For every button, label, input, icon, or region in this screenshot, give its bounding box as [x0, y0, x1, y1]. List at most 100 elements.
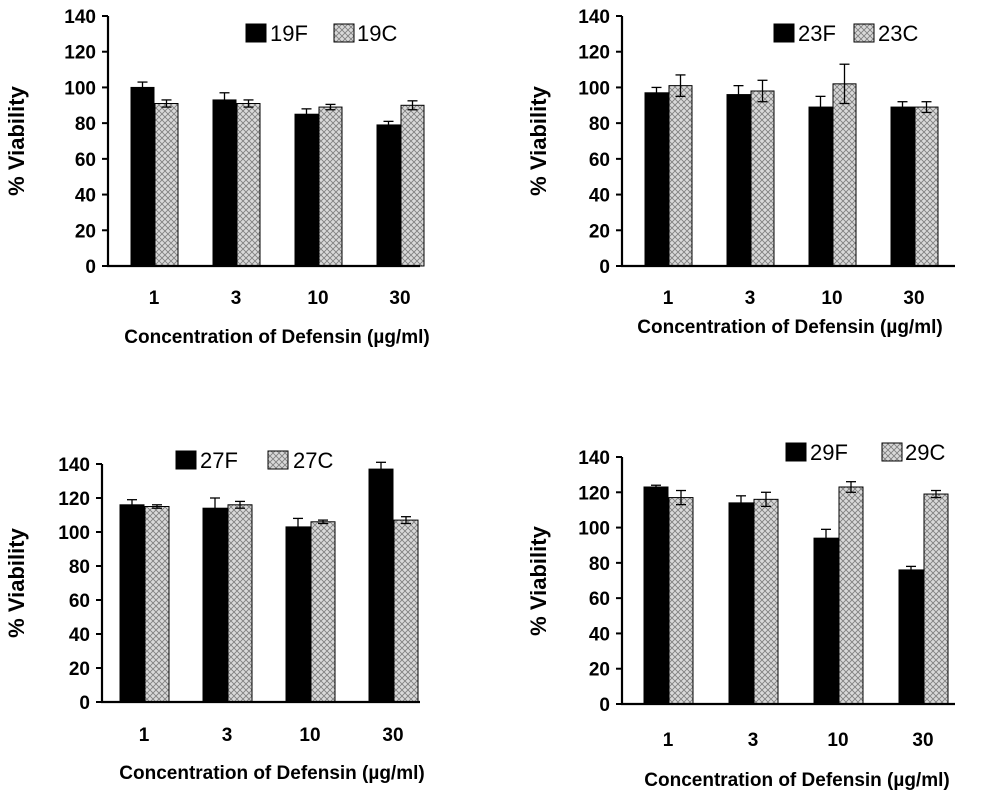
x-axis-title: Concentration of Defensin (µg/ml) — [644, 770, 949, 791]
y-tick-label: 20 — [69, 659, 90, 680]
y-tick-label: 60 — [75, 150, 96, 171]
y-tick-label: 20 — [589, 221, 610, 242]
y-axis-title: % Viability — [526, 85, 551, 195]
y-tick-label: 140 — [64, 7, 96, 28]
x-tick-label: 3 — [745, 288, 756, 309]
legend-swatch-29F — [785, 442, 807, 462]
x-tick-label: 30 — [912, 730, 933, 751]
x-tick-label: 1 — [663, 730, 674, 751]
bar-23C-3 — [750, 90, 775, 267]
y-tick-label: 0 — [599, 695, 610, 716]
y-tick-label: 40 — [75, 186, 96, 207]
bar-29C-1 — [668, 497, 694, 705]
legend-swatch-29C — [881, 442, 903, 462]
chart-panel-2: 0 20 40 60 80 100 120 140 1 3 10 30 Concentration of… — [526, 7, 955, 338]
x-tick-label: 3 — [222, 725, 233, 746]
y-tick-label: 0 — [79, 693, 90, 714]
y-axis-title: % Viability — [4, 527, 29, 637]
legend-swatch-23F — [773, 23, 795, 43]
x-tick-label: 3 — [748, 730, 759, 751]
bar-19C-1 — [154, 103, 179, 267]
x-tick-label: 1 — [139, 725, 150, 746]
bar-23C-1 — [668, 85, 693, 267]
x-axis-title: Concentration of Defensin (µg/ml) — [637, 317, 942, 338]
y-tick-label: 60 — [589, 589, 610, 610]
bar-19F-3 — [212, 99, 237, 267]
legend-swatch-27F — [175, 450, 197, 470]
bar-23F-1 — [644, 92, 669, 267]
x-tick-label: 30 — [903, 288, 924, 309]
y-tick-label: 20 — [75, 221, 96, 242]
y-tick-label: 120 — [578, 483, 610, 504]
legend-label-19F: 19F — [270, 21, 308, 46]
y-tick-label: 120 — [58, 489, 90, 510]
legend: 23F 23C — [773, 21, 918, 46]
bar-27C-30 — [393, 519, 419, 703]
bar-29C-3 — [753, 498, 779, 705]
y-tick-label: 140 — [578, 448, 610, 469]
y-tick-label: 0 — [599, 257, 610, 278]
bar-27F-1 — [119, 504, 145, 703]
legend-label-23F: 23F — [798, 21, 836, 46]
x-axis-title: Concentration of Defensin (µg/ml) — [124, 327, 429, 348]
legend-label-27F: 27F — [200, 448, 238, 473]
y-tick-label: 140 — [578, 7, 610, 28]
bar-19F-10 — [294, 113, 319, 267]
bar-29F-30 — [898, 569, 924, 705]
bar-19C-30 — [400, 104, 425, 267]
y-tick-label: 20 — [589, 660, 610, 681]
y-tick-label: 60 — [69, 591, 90, 612]
chart-panel-3: 0 20 40 60 80 100 120 140 1 3 10 30 Concentration of… — [4, 448, 425, 784]
y-tick-label: 120 — [578, 43, 610, 64]
y-tick-label: 40 — [589, 624, 610, 645]
chart-panel-4: 0 20 40 60 80 100 120 140 1 3 10 30 Concentration of… — [526, 440, 955, 791]
y-tick-label: 100 — [64, 78, 96, 99]
y-tick-label: 100 — [58, 523, 90, 544]
legend-swatch-19C — [333, 23, 355, 43]
legend: 19F 19C — [245, 21, 397, 46]
legend-swatch-19F — [245, 23, 267, 43]
bar-29F-10 — [813, 537, 839, 705]
x-tick-label: 1 — [149, 288, 160, 309]
bar-29F-3 — [728, 502, 754, 705]
bar-27F-10 — [285, 526, 311, 703]
bar-27F-30 — [368, 468, 394, 703]
bar-19F-30 — [376, 124, 401, 267]
x-tick-label: 10 — [821, 288, 842, 309]
legend-label-27C: 27C — [293, 448, 333, 473]
y-tick-label: 80 — [69, 557, 90, 578]
legend: 27F 27C — [175, 448, 333, 473]
x-tick-label: 30 — [389, 288, 410, 309]
y-tick-label: 120 — [64, 43, 96, 64]
x-tick-label: 10 — [299, 725, 320, 746]
x-tick-label: 1 — [663, 288, 674, 309]
y-tick-label: 100 — [578, 519, 610, 540]
bar-23C-30 — [914, 106, 939, 267]
bar-29C-10 — [838, 486, 864, 705]
x-tick-label: 3 — [231, 288, 242, 309]
legend-label-19C: 19C — [357, 21, 397, 46]
bar-19C-3 — [236, 103, 261, 267]
bar-27F-3 — [202, 507, 228, 703]
y-axis-title: % Viability — [526, 525, 551, 635]
y-tick-label: 100 — [578, 78, 610, 99]
y-tick-label: 80 — [589, 554, 610, 575]
legend-label-29C: 29C — [905, 440, 945, 465]
y-tick-label: 140 — [58, 455, 90, 476]
chart-panel-1: 0 20 40 60 80 100 120 140 1 3 10 30 Concentration of… — [4, 7, 430, 348]
legend-swatch-23C — [853, 23, 875, 43]
y-tick-label: 0 — [85, 257, 96, 278]
bar-19F-1 — [130, 86, 155, 267]
x-axis-title: Concentration of Defensin (µg/ml) — [119, 763, 424, 784]
y-axis-title: % Viability — [4, 85, 29, 195]
y-tick-label: 80 — [589, 114, 610, 135]
bar-19C-10 — [318, 106, 343, 267]
bar-29F-1 — [643, 486, 669, 705]
legend: 29F 29C — [785, 440, 945, 465]
x-tick-label: 10 — [307, 288, 328, 309]
y-tick-label: 60 — [589, 150, 610, 171]
bar-29C-30 — [923, 493, 949, 705]
bar-27C-3 — [227, 504, 253, 703]
x-tick-label: 10 — [827, 730, 848, 751]
